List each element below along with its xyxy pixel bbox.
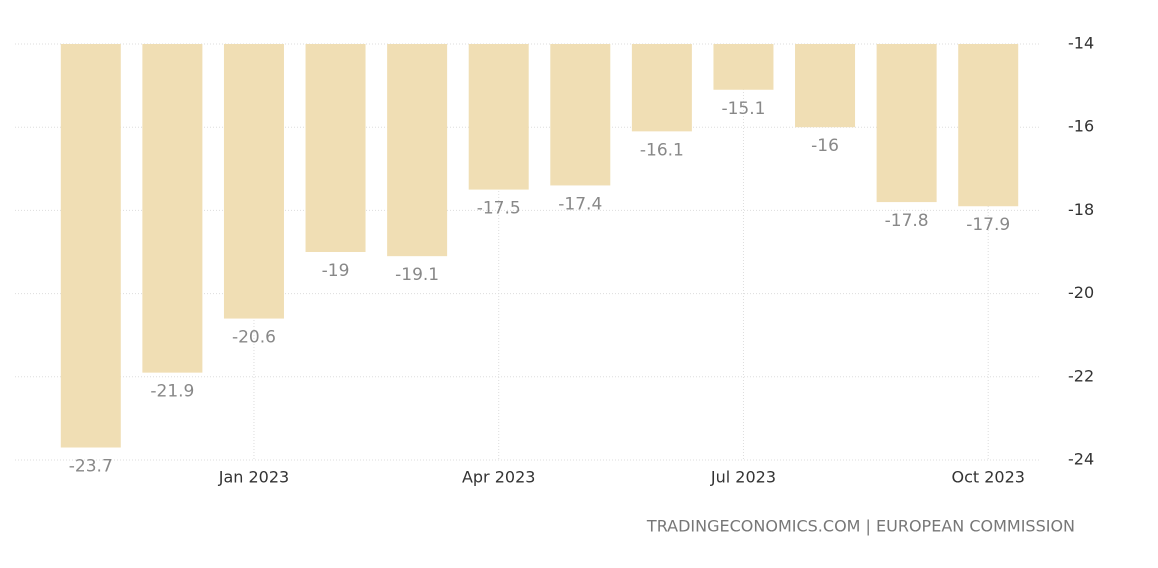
data-label: -17.5 [477,199,521,219]
y-tick-label: -18 [1068,200,1094,219]
data-label: -16 [811,136,839,156]
bar [468,44,529,190]
x-tick-label: Jan 2023 [218,468,289,487]
x-tick-label: Oct 2023 [951,468,1024,487]
bar [631,44,692,132]
bar [795,44,856,128]
data-label: -17.9 [966,215,1010,235]
y-tick-label: -24 [1068,450,1094,469]
data-label: -19 [322,261,350,281]
data-label: -23.7 [69,457,113,477]
bar [223,44,284,319]
data-label: -15.1 [721,99,765,119]
bar [550,44,611,186]
source: TRADINGECONOMICS.COM | EUROPEAN COMMISSI… [646,517,1075,536]
data-label: -17.8 [885,211,929,231]
y-tick-label: -20 [1068,283,1094,302]
data-label: -19.1 [395,265,439,285]
bar [958,44,1019,207]
bar [387,44,448,257]
bar [713,44,774,90]
bar [876,44,937,203]
x-tick-label: Apr 2023 [462,468,535,487]
data-label: -21.9 [150,382,194,402]
y-tick-label: -16 [1068,117,1094,136]
y-tick-label: -14 [1068,34,1094,53]
x-tick-label: Jul 2023 [710,468,776,487]
data-label: -20.6 [232,328,276,348]
data-label: -16.1 [640,140,684,160]
y-tick-label: -22 [1068,366,1094,385]
data-label: -17.4 [558,194,602,214]
bar [305,44,366,252]
bar [60,44,121,448]
bar [142,44,203,373]
